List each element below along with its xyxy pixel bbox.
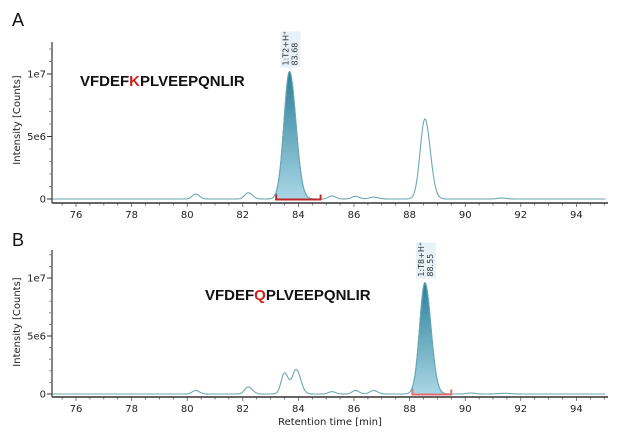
peptide-modified-residue: Q (254, 287, 266, 304)
y-tick-label: 1e7 (27, 274, 46, 285)
peptide-prefix: VFDEF (80, 73, 129, 90)
annotation-box (280, 31, 301, 68)
integration-bracket[interactable] (275, 194, 322, 201)
x-tick-label: 84 (292, 210, 305, 221)
y-tick-label: 1e7 (27, 70, 46, 81)
panel-label: A (12, 10, 24, 30)
x-tick-label: 88 (403, 404, 416, 415)
annotation-ion: 1:T8+H⁺ (417, 242, 426, 277)
x-tick-label: 76 (70, 404, 83, 415)
x-tick-label: 90 (459, 404, 472, 415)
x-tick-label: 80 (181, 210, 194, 221)
x-tick-label: 78 (125, 404, 138, 415)
x-tick-label: 78 (125, 210, 138, 221)
chromatogram-trace (52, 71, 606, 200)
peptide-suffix: PLVEEPQNLIR (140, 73, 245, 90)
annotation-rt: 83.68 (291, 43, 300, 66)
panel-a: A 0 5e6 1e7 76 78 80 82 84 86 88 90 92 94 Intensity [C… (12, 10, 608, 221)
x-tick-label: 86 (348, 210, 361, 221)
y-tick-label: 0 (40, 195, 46, 206)
annotation-rt: 88.55 (426, 254, 435, 277)
annotation-box (415, 242, 436, 279)
peptide-sequence: VFDEFQPLVEEPQNLIR (205, 287, 371, 304)
x-tick-label: 92 (514, 210, 527, 221)
x-tick-label: 86 (348, 404, 361, 415)
y-tick-label: 0 (40, 390, 46, 401)
panel-b: B 0 5e6 1e7 76 78 80 82 84 86 88 90 92 94 Intensity [C… (12, 230, 608, 428)
x-tick-label: 82 (236, 404, 249, 415)
y-tick-label: 5e6 (27, 132, 46, 143)
x-tick-label: 84 (292, 404, 305, 415)
x-tick-label: 82 (236, 210, 249, 221)
x-tick-label: 88 (403, 210, 416, 221)
y-tick-label: 5e6 (27, 332, 46, 343)
x-tick-label: 94 (570, 404, 583, 415)
y-axis-label: Intensity [Counts] (12, 75, 23, 165)
x-tick-label: 94 (570, 210, 583, 221)
x-tick-label: 80 (181, 404, 194, 415)
x-axis-label: Retention time [min] (278, 417, 382, 428)
y-axis-label: Intensity [Counts] (12, 277, 23, 367)
integration-bracket[interactable] (411, 389, 453, 396)
peptide-suffix: PLVEEPQNLIR (266, 287, 371, 304)
panel-label: B (12, 230, 24, 250)
peptide-sequence: VFDEFKPLVEEPQNLIR (80, 73, 245, 90)
x-tick-label: 76 (70, 210, 83, 221)
peptide-modified-residue: K (129, 73, 140, 90)
x-tick-label: 92 (514, 404, 527, 415)
annotation-ion: 1:T2+H⁺ (282, 31, 291, 66)
peptide-prefix: VFDEF (205, 287, 254, 304)
chromatogram-trace (52, 281, 606, 395)
x-tick-label: 90 (459, 210, 472, 221)
